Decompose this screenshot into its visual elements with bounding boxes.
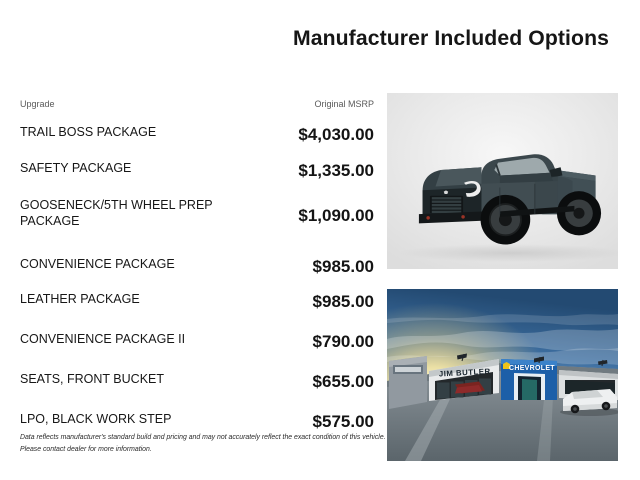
svg-text:CHEVROLET: CHEVROLET [509,365,555,372]
